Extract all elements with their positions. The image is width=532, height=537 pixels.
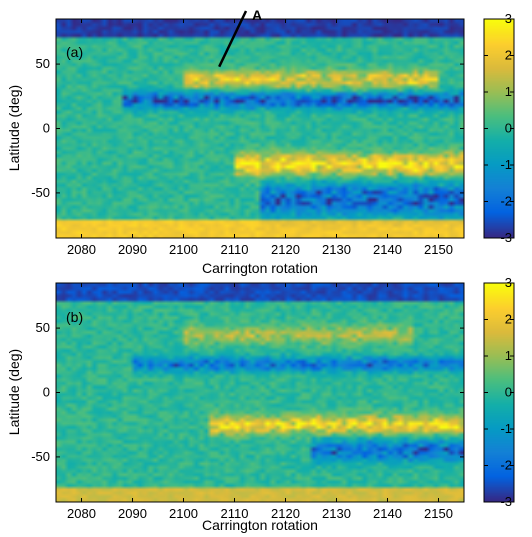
- y-tick-label: 50: [36, 56, 50, 71]
- y-tick-label: 50: [36, 320, 50, 335]
- y-tick-label: 0: [43, 385, 50, 400]
- colorbar-tick-label: 2: [505, 48, 512, 63]
- x-tick-label: 2080: [67, 506, 96, 521]
- colorbar-tick-label: -1: [500, 157, 512, 172]
- colorbar-tick-label: -2: [500, 458, 512, 473]
- panel-b: 2080 2090 2100 2110 2120 2130 2140 2150 -50050 …: [6, 275, 515, 533]
- annotation-label-a: A: [252, 7, 262, 23]
- panel-label-b: (b): [66, 309, 83, 325]
- x-tick-label: 2110: [221, 506, 249, 521]
- x-tick-label: 2130: [322, 242, 351, 257]
- annotation-pointer-a: [218, 10, 248, 68]
- colorbar-ticks-b: 3 2 1 0 -1 -2 -3: [484, 275, 514, 509]
- x-axis-label-a: Carrington rotation: [202, 260, 318, 276]
- x-axis-label-b: Carrington rotation: [202, 517, 318, 533]
- heatmap-a: [56, 19, 464, 238]
- y-tick-label: -50: [31, 185, 50, 200]
- colorbar-tick-label: 1: [505, 84, 512, 99]
- y-ticks-b: -50 0 50: [31, 320, 464, 464]
- x-tick-label: 2130: [322, 506, 351, 521]
- x-tick-label: 2080: [67, 242, 96, 257]
- colorbar-b: [484, 283, 514, 502]
- y-axis-label-a: Latitude (deg): [6, 85, 22, 171]
- panel-label-a: (a): [66, 44, 83, 60]
- colorbar-tick-label: -3: [500, 494, 512, 509]
- colorbar-tick-label: -3: [500, 230, 512, 245]
- x-tick-label: 2110: [221, 242, 249, 257]
- x-tick-label: 2150: [424, 506, 453, 521]
- x-tick-label: 2140: [373, 242, 402, 257]
- colorbar-tick-label: -2: [500, 194, 512, 209]
- colorbar-ticks-a: 3 2 1 0 -1 -2 -3: [484, 11, 514, 245]
- colorbar-tick-label: -1: [500, 421, 512, 436]
- panel-a: 2080 2090 2100 2110 2120 2130 2140 2150 -50050 …: [6, 7, 515, 276]
- x-tick-label: 2120: [271, 242, 300, 257]
- colorbar-tick-label: 3: [505, 11, 512, 26]
- x-tick-label: 2140: [373, 506, 402, 521]
- y-axis-label-b: Latitude (deg): [6, 349, 22, 435]
- colorbar-a: [484, 19, 514, 238]
- x-tick-label: 2090: [118, 506, 147, 521]
- x-tick-label: 2100: [169, 506, 198, 521]
- heatmap-b: [56, 283, 464, 502]
- y-ticks-a: -50 0 50: [31, 56, 464, 200]
- colorbar-tick-label: 1: [505, 348, 512, 363]
- x-tick-label: 2150: [424, 242, 453, 257]
- colorbar-tick-label: 0: [505, 385, 512, 400]
- x-ticks-b: 2080 2090 2100 2110 2120 2130 2140 2150: [67, 283, 453, 521]
- y-tick-label: -50: [31, 449, 50, 464]
- colorbar-tick-label: 0: [505, 121, 512, 136]
- x-tick-label: 2090: [118, 242, 147, 257]
- x-tick-label: 2100: [169, 242, 198, 257]
- x-tick-label: 2120: [271, 506, 300, 521]
- y-tick-label: 0: [43, 121, 50, 136]
- x-ticks-a: 2080 2090 2100 2110 2120 2130 2140 2150: [67, 19, 453, 257]
- colorbar-tick-label: 3: [505, 275, 512, 290]
- colorbar-tick-label: 2: [505, 312, 512, 327]
